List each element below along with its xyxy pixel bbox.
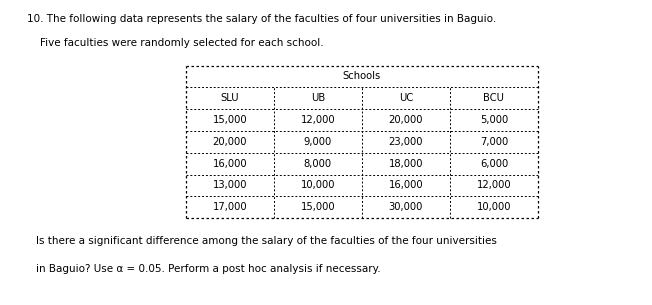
Text: 16,000: 16,000 bbox=[213, 159, 247, 169]
Text: 30,000: 30,000 bbox=[389, 202, 423, 212]
Text: BCU: BCU bbox=[483, 93, 505, 103]
Text: Five faculties were randomly selected for each school.: Five faculties were randomly selected fo… bbox=[27, 38, 324, 48]
Text: 7,000: 7,000 bbox=[480, 137, 508, 147]
Text: 10. The following data represents the salary of the faculties of four universiti: 10. The following data represents the sa… bbox=[27, 14, 497, 24]
Text: in Baguio? Use α = 0.05. Perform a post hoc analysis if necessary.: in Baguio? Use α = 0.05. Perform a post … bbox=[36, 264, 381, 274]
Text: 20,000: 20,000 bbox=[389, 115, 423, 125]
Text: 15,000: 15,000 bbox=[301, 202, 335, 212]
Text: 6,000: 6,000 bbox=[480, 159, 508, 169]
Text: 12,000: 12,000 bbox=[477, 180, 511, 190]
Text: 17,000: 17,000 bbox=[213, 202, 247, 212]
Text: SLU: SLU bbox=[220, 93, 239, 103]
Text: Is there a significant difference among the salary of the faculties of the four : Is there a significant difference among … bbox=[36, 236, 497, 246]
Text: 8,000: 8,000 bbox=[304, 159, 332, 169]
Text: 16,000: 16,000 bbox=[389, 180, 423, 190]
Text: 10,000: 10,000 bbox=[477, 202, 511, 212]
Text: 13,000: 13,000 bbox=[213, 180, 247, 190]
Text: 9,000: 9,000 bbox=[304, 137, 332, 147]
Text: UC: UC bbox=[399, 93, 413, 103]
Text: 15,000: 15,000 bbox=[213, 115, 247, 125]
Text: 12,000: 12,000 bbox=[301, 115, 335, 125]
Text: 5,000: 5,000 bbox=[480, 115, 508, 125]
Text: Schools: Schools bbox=[343, 71, 381, 81]
Text: 10,000: 10,000 bbox=[301, 180, 335, 190]
Text: UB: UB bbox=[311, 93, 325, 103]
Text: 20,000: 20,000 bbox=[213, 137, 247, 147]
Text: 18,000: 18,000 bbox=[389, 159, 423, 169]
Text: 23,000: 23,000 bbox=[389, 137, 423, 147]
